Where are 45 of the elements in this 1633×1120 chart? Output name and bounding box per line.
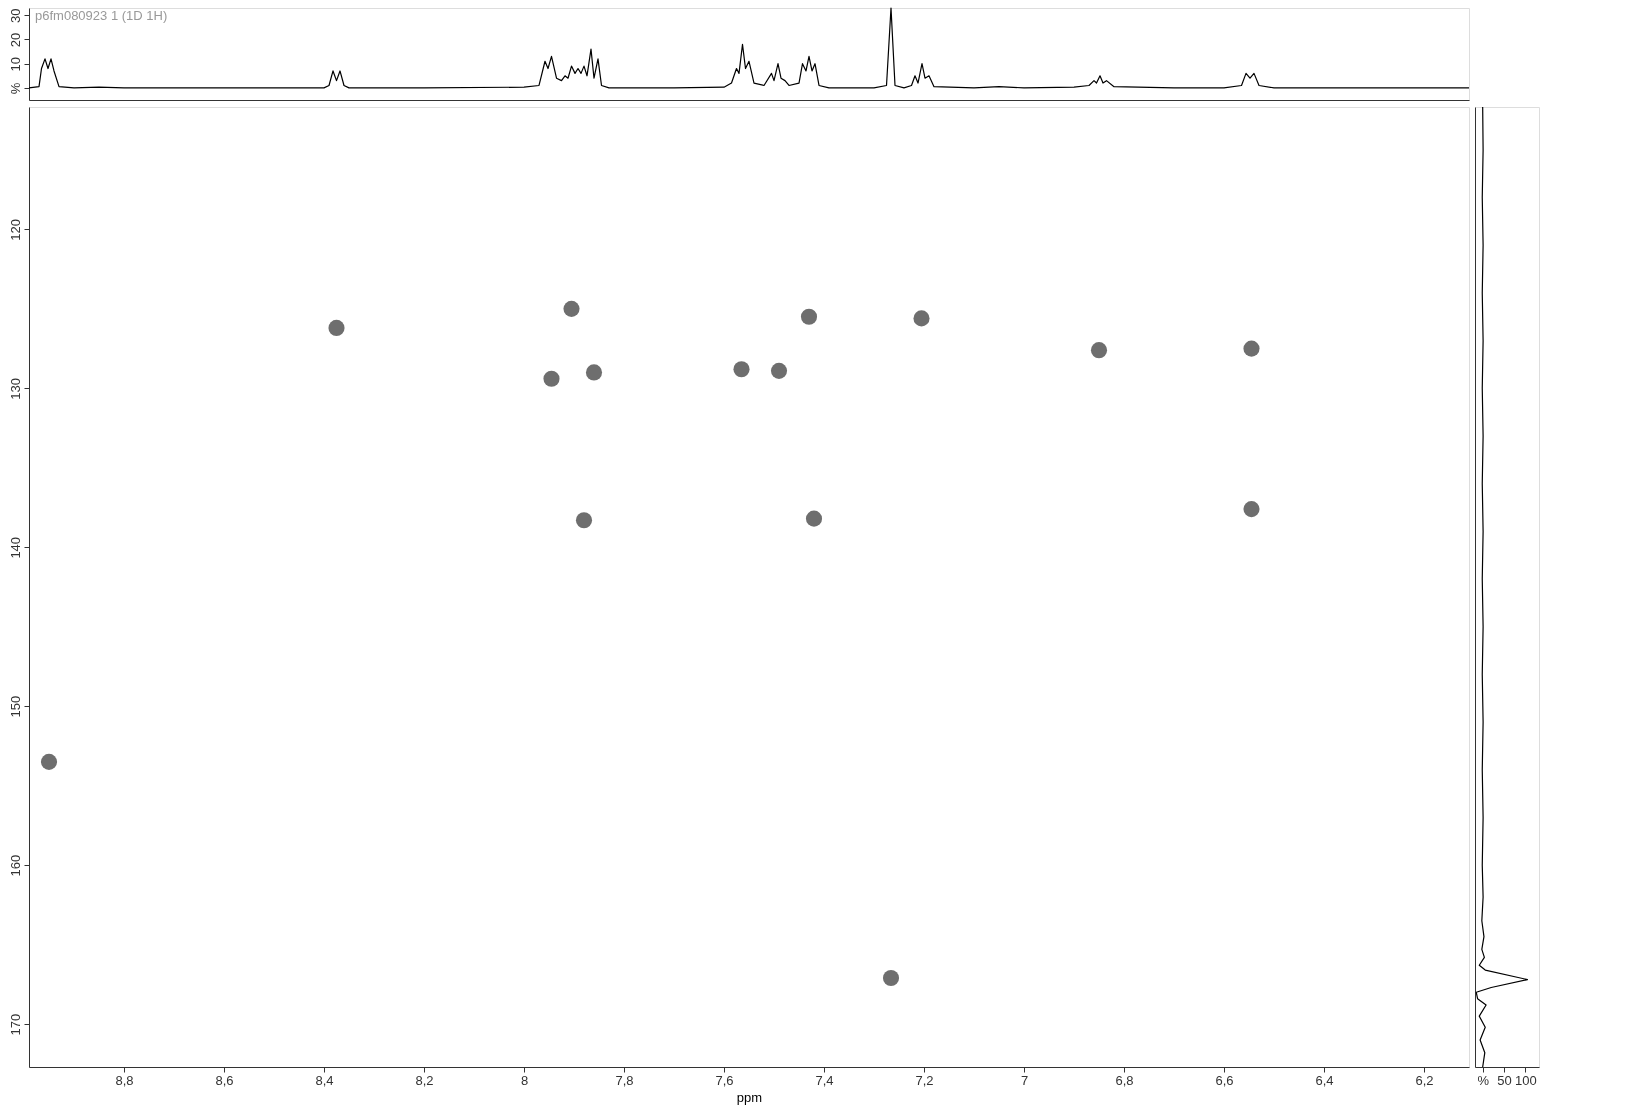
y-tick-label: 170 [7,1013,23,1036]
x-tick-label: 7,4 [815,1072,834,1088]
point [1090,342,1108,359]
x-tick-label: 8 [520,1072,529,1088]
point [770,362,788,379]
x-tick-label: 6,4 [1315,1072,1334,1088]
point [733,361,750,378]
point [575,512,593,529]
point [40,753,58,770]
y-tick-label: 120 [7,219,23,241]
point [1243,501,1260,518]
x-tick-label: 6,8 [1115,1072,1134,1088]
point [800,308,818,325]
y-tick-label: % [7,82,23,95]
x-tick-label: 7,2 [915,1072,934,1088]
x-tick-label: 6,2 [1415,1072,1434,1088]
x-tick-label: 7 [1020,1072,1029,1088]
x-tick-label: 8,8 [115,1072,134,1088]
x-axis-title: ppm [736,1089,763,1105]
x-tick-label: 100 [1515,1072,1537,1088]
chart-title: p6fm080923 1 (1D 1H) [35,8,168,23]
x-tick-label: 8,4 [315,1072,334,1088]
x-tick-label: 50 [1497,1072,1512,1088]
point [882,969,900,987]
point [1243,340,1260,357]
x-tick-label: 7,6 [715,1072,734,1088]
x-tick-label: 7,8 [615,1072,634,1088]
point [585,364,603,381]
point [563,300,580,317]
point [328,319,345,336]
y-tick-label: 10 [7,56,23,72]
y-tick-label: 20 [7,32,23,48]
point [805,510,823,527]
x-tick-label: % [1477,1072,1490,1088]
x-tick-label: 6,6 [1215,1072,1234,1088]
x-tick-label: 8,2 [415,1072,434,1088]
point [543,370,560,387]
y-tick-label: 140 [7,536,23,559]
line-series [28,7,1470,89]
y-tick-label: 160 [7,854,23,877]
y-tick-label: 130 [7,377,23,400]
y-tick-label: 150 [7,695,23,718]
y-tick-label: 30 [7,8,23,23]
point [913,310,930,327]
x-tick-label: 8,6 [215,1072,234,1088]
